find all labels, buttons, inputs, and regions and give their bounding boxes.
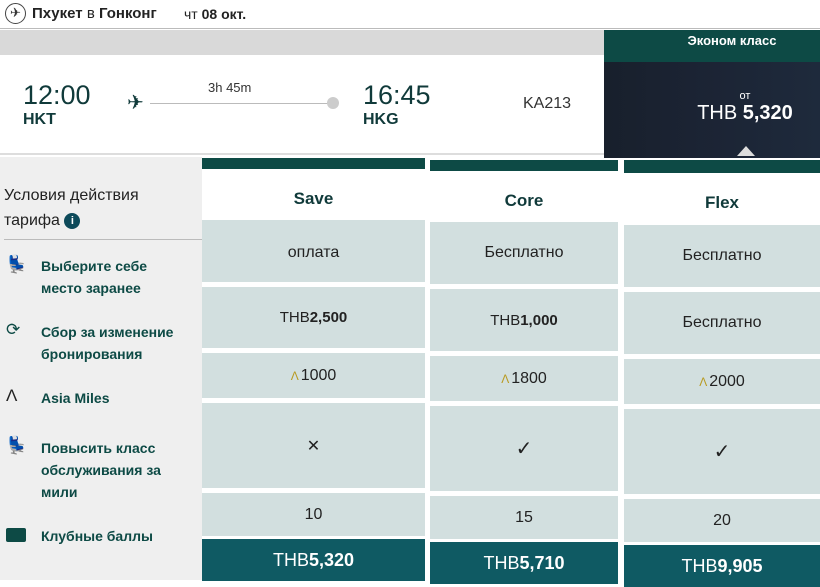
fare-name: Save	[293, 189, 334, 208]
miles-value: Λ 2000	[624, 359, 820, 404]
fare-column-flex[interactable]: Flex Бесплатно Бесплатно Λ 2000 ✓ 20 THB 9…	[624, 157, 820, 587]
column-bar	[624, 160, 820, 173]
from-label: от	[739, 90, 751, 102]
cabin-price: THB 5,320	[670, 102, 820, 125]
title-line1: Условия действия	[4, 187, 139, 204]
plane-icon: ✈	[127, 92, 144, 114]
selected-caret-icon	[737, 146, 755, 156]
club-points-value: 15	[430, 496, 618, 539]
divider	[4, 239, 202, 240]
miles-value: Λ 1000	[202, 353, 425, 398]
upgrade-value: ✕	[202, 403, 425, 488]
fare-price-button[interactable]: THB 5,320	[202, 539, 425, 581]
seat-value: Бесплатно	[430, 222, 618, 284]
fare-column-core[interactable]: Core Бесплатно THB 1,000 Λ 1800 ✓ 15 THB 5,…	[430, 157, 618, 584]
arrival-code: HKG	[363, 111, 399, 128]
club-icon	[6, 528, 26, 542]
feature-upgrade: Повысить класс обслуживания за мили	[41, 440, 161, 500]
asia-miles-icon: Λ	[6, 386, 18, 405]
departure-code: HKT	[23, 111, 56, 128]
cabin-price-button[interactable]: от THB 5,320	[604, 62, 820, 158]
airplane-icon: ✈	[5, 3, 26, 24]
upgrade-value: ✓	[430, 406, 618, 491]
feature-club-points: Клубные баллы	[41, 528, 153, 544]
fare-price-button[interactable]: THB 9,905	[624, 545, 820, 587]
cabin-class-header: Эконом класс	[604, 30, 820, 62]
seat-upgrade-icon: 💺	[6, 436, 28, 455]
feature-asia-miles: Asia Miles	[41, 390, 110, 406]
asia-miles-icon: Λ	[501, 371, 510, 386]
feature-change-fee: Сбор за изменение бронирования	[41, 324, 174, 362]
info-icon[interactable]: i	[64, 212, 81, 229]
seat-value: Бесплатно	[624, 225, 820, 287]
change-fee-value: Бесплатно	[624, 292, 820, 354]
arrival-dot	[327, 97, 339, 109]
fare-column-save[interactable]: Save оплата THB 2,500 Λ 1000 ✕ 10 THB 5,320	[202, 157, 425, 581]
conditions-title: Условия действия тарифа i	[4, 183, 139, 233]
seat-value: оплата	[202, 220, 425, 282]
fare-name: Flex	[704, 193, 740, 212]
departure-time: 12:00	[23, 80, 91, 110]
asia-miles-icon: Λ	[290, 368, 299, 383]
flight-number: KA213	[523, 95, 572, 112]
price-amount: 5,320	[742, 102, 793, 124]
route-line	[150, 103, 330, 104]
flight-date: чт 08 окт.	[184, 6, 246, 22]
column-bar	[430, 160, 618, 171]
refresh-icon: ⟳	[6, 320, 21, 339]
route-title: Пхукет в Гонконг	[32, 5, 157, 22]
flight-card[interactable]	[0, 55, 604, 155]
currency: THB	[697, 102, 738, 124]
fare-name: Core	[504, 191, 544, 210]
gray-band	[0, 30, 604, 55]
route-connector: в	[86, 5, 95, 22]
date: 08 окт.	[201, 6, 247, 22]
fare-price-button[interactable]: THB 5,710	[430, 542, 618, 584]
conditions-panel	[0, 157, 202, 580]
title-line2: тарифа	[4, 212, 60, 229]
seat-icon: 💺	[6, 255, 28, 274]
change-fee-value: THB 1,000	[430, 289, 618, 351]
column-bar	[202, 158, 425, 169]
club-points-value: 10	[202, 493, 425, 536]
club-points-value: 20	[624, 499, 820, 542]
duration: 3h 45m	[208, 80, 252, 95]
origin: Пхукет	[32, 5, 83, 22]
upgrade-value: ✓	[624, 409, 820, 494]
arrival-time: 16:45	[363, 80, 431, 110]
change-fee-value: THB 2,500	[202, 287, 425, 348]
top-bar: ✈ Пхукет в Гонконг чт 08 окт.	[0, 0, 820, 29]
destination: Гонконг	[98, 5, 157, 22]
feature-seat: Выберите себе место заранее	[41, 258, 148, 296]
asia-miles-icon: Λ	[699, 374, 708, 389]
weekday: чт	[184, 6, 198, 22]
miles-value: Λ 1800	[430, 356, 618, 401]
